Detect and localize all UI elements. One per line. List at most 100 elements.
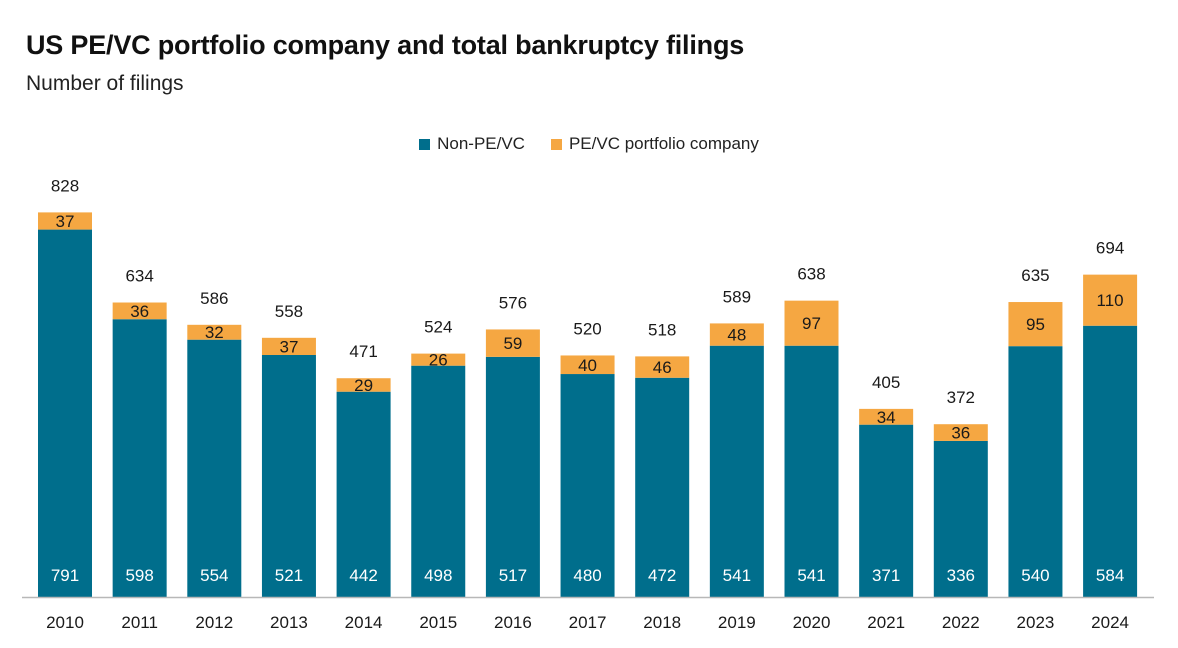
bar-non-pe-vc-2021 xyxy=(859,424,914,597)
bar-non-pe-vc-2010 xyxy=(38,229,92,597)
bar-pe-vc-2011 xyxy=(112,302,167,320)
bar-non-pe-vc-2023 xyxy=(1008,346,1063,597)
label-non-pe-vc-2024: 584 xyxy=(1096,566,1124,585)
label-total-2013: 558 xyxy=(275,302,303,321)
chart-title: US PE/VC portfolio company and total ban… xyxy=(26,30,745,60)
label-pe-vc-2017: 40 xyxy=(578,356,597,375)
label-total-2018: 518 xyxy=(648,320,676,339)
bar-pe-vc-2012 xyxy=(187,324,242,340)
label-total-2017: 520 xyxy=(573,319,601,338)
label-pe-vc-2020: 97 xyxy=(802,314,821,333)
legend-item-non-pe-vc: Non-PE/VC xyxy=(419,134,525,154)
label-pe-vc-2018: 46 xyxy=(653,358,672,377)
x-tick-2016: 2016 xyxy=(494,613,532,632)
bar-pe-vc-2019 xyxy=(709,323,764,346)
bar-non-pe-vc-2024 xyxy=(1083,325,1138,597)
legend-label-non-pe-vc: Non-PE/VC xyxy=(437,134,525,153)
label-non-pe-vc-2016: 517 xyxy=(499,566,527,585)
label-total-2024: 694 xyxy=(1096,239,1124,258)
label-total-2014: 471 xyxy=(349,342,377,361)
label-pe-vc-2015: 26 xyxy=(429,351,448,370)
label-total-2012: 586 xyxy=(200,289,228,308)
bar-pe-vc-2014 xyxy=(336,378,391,392)
bar-pe-vc-2021 xyxy=(859,408,914,425)
x-tick-2023: 2023 xyxy=(1017,613,1055,632)
bar-non-pe-vc-2015 xyxy=(411,365,466,597)
label-non-pe-vc-2017: 480 xyxy=(573,566,601,585)
x-tick-2024: 2024 xyxy=(1091,613,1129,632)
label-non-pe-vc-2023: 540 xyxy=(1021,566,1049,585)
bar-pe-vc-2022 xyxy=(933,424,988,441)
label-total-2019: 589 xyxy=(723,287,751,306)
bar-non-pe-vc-2017 xyxy=(560,374,615,597)
bar-pe-vc-2018 xyxy=(635,356,690,378)
label-pe-vc-2023: 95 xyxy=(1026,315,1045,334)
label-pe-vc-2011: 36 xyxy=(130,302,149,321)
label-total-2022: 372 xyxy=(947,388,975,407)
x-tick-2011: 2011 xyxy=(121,613,158,632)
label-total-2010: 828 xyxy=(51,176,79,195)
label-pe-vc-2016: 59 xyxy=(503,334,522,353)
label-non-pe-vc-2013: 521 xyxy=(275,566,303,585)
label-total-2016: 576 xyxy=(499,293,527,312)
bar-non-pe-vc-2018 xyxy=(635,377,690,597)
label-non-pe-vc-2019: 541 xyxy=(723,566,751,585)
bar-pe-vc-2015 xyxy=(411,353,466,366)
label-pe-vc-2013: 37 xyxy=(279,337,298,356)
bar-non-pe-vc-2016 xyxy=(485,356,540,597)
bar-non-pe-vc-2011 xyxy=(112,319,167,597)
bar-pe-vc-2024 xyxy=(1083,274,1138,326)
label-total-2023: 635 xyxy=(1021,266,1049,285)
label-total-2011: 634 xyxy=(125,267,153,286)
label-non-pe-vc-2010: 791 xyxy=(51,566,79,585)
label-pe-vc-2019: 48 xyxy=(727,326,746,345)
label-non-pe-vc-2014: 442 xyxy=(349,566,377,585)
label-pe-vc-2022: 36 xyxy=(951,424,970,443)
bar-non-pe-vc-2013 xyxy=(261,354,316,597)
label-pe-vc-2024: 110 xyxy=(1097,291,1124,310)
bar-pe-vc-2023 xyxy=(1008,302,1063,347)
bar-non-pe-vc-2014 xyxy=(336,391,391,597)
chart-subtitle: Number of filings xyxy=(26,72,184,95)
bar-non-pe-vc-2012 xyxy=(187,339,242,597)
x-tick-2013: 2013 xyxy=(270,613,308,632)
label-total-2015: 524 xyxy=(424,318,452,337)
label-non-pe-vc-2011: 598 xyxy=(125,566,153,585)
bar-pe-vc-2020 xyxy=(784,300,839,346)
x-tick-2017: 2017 xyxy=(569,613,607,632)
x-tick-2014: 2014 xyxy=(345,613,383,632)
label-non-pe-vc-2022: 336 xyxy=(947,566,975,585)
legend-swatch-pe-vc xyxy=(550,138,562,150)
label-pe-vc-2014: 29 xyxy=(354,376,373,395)
x-tick-2020: 2020 xyxy=(793,613,831,632)
legend-label-pe-vc: PE/VC portfolio company xyxy=(568,134,759,153)
label-non-pe-vc-2015: 498 xyxy=(424,566,452,585)
x-tick-2018: 2018 xyxy=(643,613,681,632)
label-total-2020: 638 xyxy=(797,265,825,284)
x-tick-2015: 2015 xyxy=(419,613,457,632)
bar-non-pe-vc-2020 xyxy=(784,345,839,597)
label-pe-vc-2010: 37 xyxy=(56,212,75,231)
label-non-pe-vc-2021: 371 xyxy=(872,566,900,585)
label-pe-vc-2012: 32 xyxy=(205,323,224,342)
x-tick-2022: 2022 xyxy=(942,613,980,632)
bar-non-pe-vc-2022 xyxy=(933,440,988,597)
legend-item-pe-vc: PE/VC portfolio company xyxy=(550,134,759,154)
legend: Non-PE/VC PE/VC portfolio company xyxy=(0,134,1178,154)
bar-pe-vc-2010 xyxy=(38,212,92,230)
label-total-2021: 405 xyxy=(872,373,900,392)
x-tick-2010: 2010 xyxy=(46,613,84,632)
label-pe-vc-2021: 34 xyxy=(877,408,896,427)
x-tick-2021: 2021 xyxy=(867,613,905,632)
x-tick-2019: 2019 xyxy=(718,613,756,632)
label-non-pe-vc-2018: 472 xyxy=(648,566,676,585)
legend-swatch-non-pe-vc xyxy=(419,138,431,150)
x-tick-2012: 2012 xyxy=(195,613,233,632)
bar-non-pe-vc-2019 xyxy=(709,345,764,597)
bar-pe-vc-2017 xyxy=(560,355,615,375)
bar-pe-vc-2013 xyxy=(261,337,316,355)
label-non-pe-vc-2020: 541 xyxy=(797,566,825,585)
label-non-pe-vc-2012: 554 xyxy=(200,566,228,585)
bar-pe-vc-2016 xyxy=(485,329,540,357)
